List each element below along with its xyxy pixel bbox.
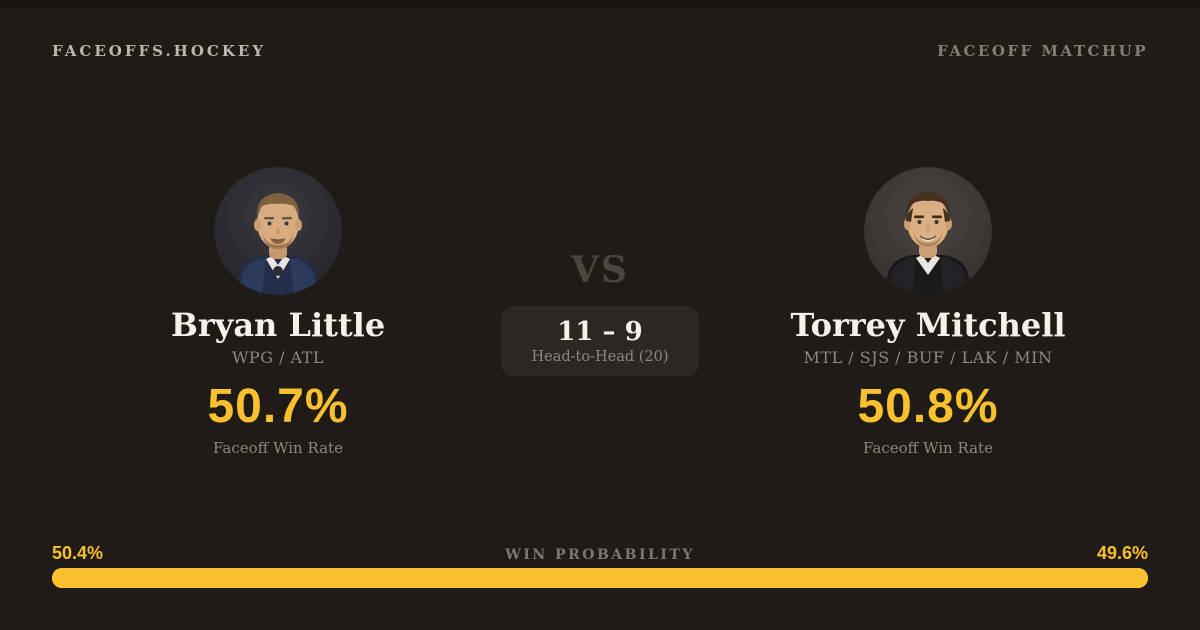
player-headshot-icon (864, 167, 992, 295)
player-photo-right (864, 167, 992, 295)
matchup-center: VS 11 – 9 Head-to-Head (20) (450, 252, 750, 376)
win-probability-bar (52, 568, 1148, 588)
win-bar-left (52, 568, 605, 588)
winrate-label-right: Faceoff Win Rate (863, 439, 993, 458)
page-title: FACEOFF MATCHUP (937, 42, 1148, 60)
win-bar-right (604, 568, 1148, 588)
head-to-head-box: 11 – 9 Head-to-Head (20) (501, 306, 699, 376)
win-probability-left: 50.4% (52, 543, 104, 563)
player-teams-right: MTL / SJS / BUF / LAK / MIN (803, 348, 1053, 368)
header: FACEOFFS.HOCKEY FACEOFF MATCHUP (52, 42, 1148, 60)
player-card-left: Bryan Little WPG / ATL 50.7% Faceoff Win… (118, 167, 438, 457)
win-probability-right: 49.6% (1096, 543, 1148, 563)
win-probability-row: 50.4% WIN PROBABILITY 49.6% (52, 543, 1148, 564)
player-winrate-right: 50.8% (857, 380, 999, 434)
win-probability-title: WIN PROBABILITY (505, 547, 695, 563)
player-headshot-icon (214, 167, 342, 295)
player-photo-left (214, 167, 342, 295)
vs-label: VS (571, 249, 629, 291)
player-name-right: Torrey Mitchell (790, 306, 1066, 344)
player-winrate-left: 50.7% (207, 380, 349, 434)
head-to-head-label: Head-to-Head (20) (531, 348, 669, 365)
winrate-label-left: Faceoff Win Rate (213, 439, 343, 458)
player-teams-left: WPG / ATL (231, 348, 325, 368)
head-to-head-score: 11 – 9 (557, 317, 643, 347)
player-name-left: Bryan Little (170, 306, 386, 344)
brand-logo-text: FACEOFFS.HOCKEY (52, 42, 267, 60)
player-card-right: Torrey Mitchell MTL / SJS / BUF / LAK / … (768, 167, 1088, 457)
top-edge-strip (0, 0, 1200, 8)
